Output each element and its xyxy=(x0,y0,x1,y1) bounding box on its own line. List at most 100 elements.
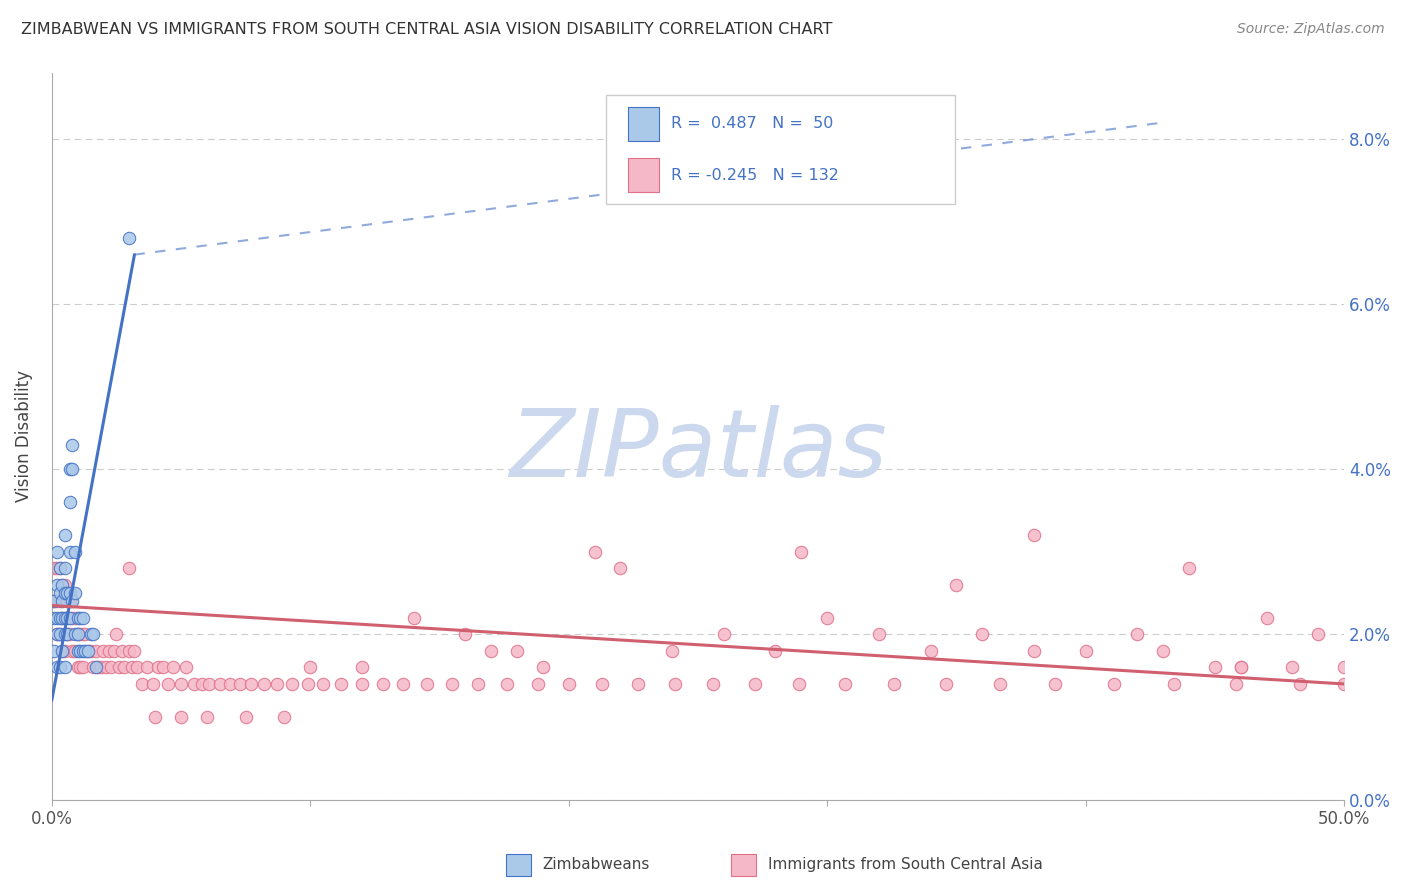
Point xyxy=(402,611,425,625)
Point xyxy=(557,677,579,691)
Point xyxy=(1333,660,1355,674)
Point xyxy=(66,644,89,658)
Point xyxy=(972,627,994,641)
Point xyxy=(94,660,117,674)
Text: R = -0.245   N = 132: R = -0.245 N = 132 xyxy=(671,168,838,183)
Point xyxy=(183,677,205,691)
Point xyxy=(72,644,94,658)
Point xyxy=(48,561,70,575)
Point xyxy=(118,644,141,658)
Text: ZIMBABWEAN VS IMMIGRANTS FROM SOUTH CENTRAL ASIA VISION DISABILITY CORRELATION C: ZIMBABWEAN VS IMMIGRANTS FROM SOUTH CENT… xyxy=(21,22,832,37)
Point xyxy=(531,660,554,674)
Point xyxy=(988,677,1011,691)
Point xyxy=(664,677,686,691)
Point xyxy=(93,644,115,658)
Point xyxy=(45,660,67,674)
Point xyxy=(105,627,128,641)
Point xyxy=(266,677,288,691)
Point xyxy=(1229,660,1251,674)
Point xyxy=(59,586,82,600)
Point xyxy=(1102,677,1125,691)
Point xyxy=(235,710,257,724)
Point xyxy=(744,677,766,691)
Point xyxy=(454,627,477,641)
Text: Immigrants from South Central Asia: Immigrants from South Central Asia xyxy=(768,857,1043,872)
Point xyxy=(495,677,517,691)
Point xyxy=(77,644,100,658)
Point xyxy=(66,611,89,625)
Point xyxy=(84,644,107,658)
Point xyxy=(63,586,86,600)
Point xyxy=(51,578,73,592)
Text: Source: ZipAtlas.com: Source: ZipAtlas.com xyxy=(1237,22,1385,37)
Point xyxy=(131,677,153,691)
Point xyxy=(48,627,70,641)
Point xyxy=(467,677,489,691)
Point xyxy=(787,677,810,691)
Point xyxy=(110,644,132,658)
Point xyxy=(208,677,231,691)
Point xyxy=(59,611,82,625)
Point xyxy=(63,611,86,625)
Point xyxy=(63,644,86,658)
Point xyxy=(108,660,131,674)
Point xyxy=(51,611,73,625)
Point xyxy=(415,677,437,691)
Point xyxy=(84,660,107,674)
Point xyxy=(75,627,97,641)
Point xyxy=(53,586,76,600)
Point xyxy=(82,660,104,674)
Point xyxy=(152,660,174,674)
Point xyxy=(62,644,84,658)
Point xyxy=(1163,677,1185,691)
Point xyxy=(53,627,76,641)
Point xyxy=(56,611,79,625)
Point xyxy=(143,710,166,724)
Point xyxy=(121,660,143,674)
Point xyxy=(62,462,84,476)
Point xyxy=(136,660,159,674)
Point xyxy=(661,644,683,658)
Point xyxy=(62,437,84,451)
Point xyxy=(765,644,787,658)
Point xyxy=(790,545,813,559)
Point xyxy=(48,627,70,641)
Point xyxy=(239,677,262,691)
Point xyxy=(526,677,548,691)
Point xyxy=(63,627,86,641)
Point xyxy=(62,594,84,608)
Point xyxy=(48,660,70,674)
Point xyxy=(45,627,67,641)
Point xyxy=(59,545,82,559)
Point xyxy=(44,611,66,625)
Point xyxy=(45,611,67,625)
Point xyxy=(53,611,76,625)
Point xyxy=(75,644,97,658)
Point xyxy=(59,462,82,476)
Point xyxy=(198,677,221,691)
Point xyxy=(53,561,76,575)
Point xyxy=(479,644,502,658)
Point xyxy=(82,627,104,641)
Point xyxy=(66,660,89,674)
Point xyxy=(945,578,967,592)
Point xyxy=(170,710,193,724)
Point xyxy=(44,644,66,658)
Point xyxy=(66,627,89,641)
Point xyxy=(124,644,146,658)
Point xyxy=(44,594,66,608)
Point xyxy=(125,660,148,674)
Point xyxy=(87,660,110,674)
Point xyxy=(1022,528,1045,542)
Point xyxy=(142,677,165,691)
Point xyxy=(97,644,120,658)
Point xyxy=(1204,660,1226,674)
Point xyxy=(609,561,631,575)
Point xyxy=(56,586,79,600)
Point xyxy=(53,528,76,542)
Point xyxy=(506,644,529,658)
Point xyxy=(51,611,73,625)
Point xyxy=(118,561,141,575)
Point xyxy=(702,677,724,691)
Point xyxy=(48,594,70,608)
